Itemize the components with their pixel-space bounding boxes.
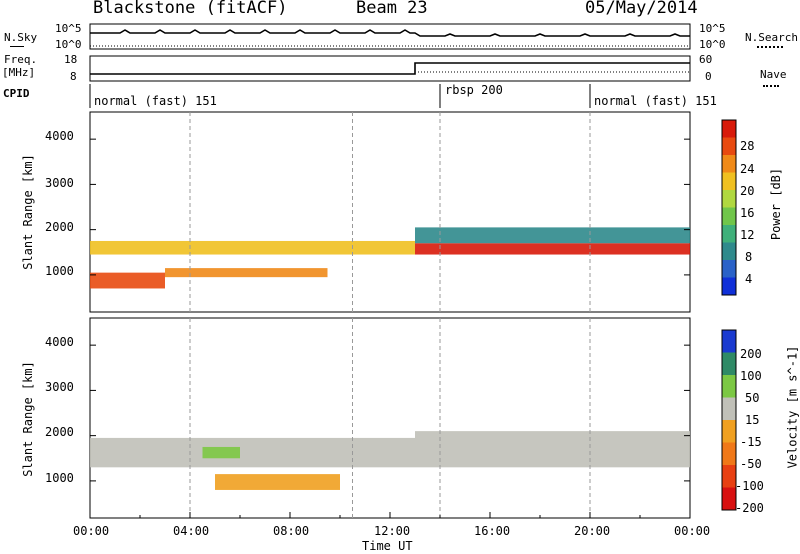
power-colorbar-cell [722, 277, 736, 296]
velocity-ytick-2000: 2000 [45, 425, 74, 439]
velocity-colorbar-cell [722, 352, 736, 376]
nsky-tick-bottom: 10^0 [55, 38, 82, 51]
velocity-cb-tick-neg100: -100 [735, 479, 764, 493]
freq-label: Freq. [4, 53, 38, 66]
velocity-ytick-4000: 4000 [45, 335, 74, 349]
cpid-segment-3: normal (fast) 151 [594, 94, 717, 108]
xtick-1200: 12:00 [374, 524, 411, 538]
velocity-panel-frame [89, 317, 691, 519]
power-ytick-3000: 3000 [45, 176, 74, 190]
power-colorbar-cell [722, 172, 736, 191]
power-band [415, 243, 690, 255]
freq-tick-bottom: 8 [70, 70, 77, 83]
xtick-0800: 08:00 [273, 524, 310, 538]
freq-trace [90, 62, 690, 75]
velocity-band [202, 446, 240, 459]
velocity-colorbar [721, 329, 737, 511]
nsky-legend-line [10, 46, 24, 47]
velocity-colorbar-cell [722, 442, 736, 466]
xtick-0000: 00:00 [73, 524, 110, 538]
power-cb-tick-20: 20 [740, 184, 755, 198]
power-cb-tick-4: 4 [745, 272, 753, 286]
cpid-label: CPID [3, 87, 30, 100]
power-colorbar-label: Power [dB] [769, 167, 784, 241]
velocity-cb-tick-neg200: -200 [735, 501, 764, 515]
power-ytick-4000: 4000 [45, 129, 74, 143]
power-ylabel: Slant Range [km] [20, 154, 35, 270]
velocity-cb-tick-50: 50 [745, 391, 760, 405]
velocity-cb-tick-neg50: -50 [740, 457, 762, 471]
nsky-tick-top: 10^5 [55, 22, 82, 35]
velocity-cb-tick-neg15: -15 [740, 435, 762, 449]
cpid-segment-2: rbsp 200 [445, 83, 503, 97]
power-colorbar-cell [722, 242, 736, 261]
velocity-band [90, 437, 415, 468]
power-colorbar [721, 119, 737, 296]
velocity-ylabel: Slant Range [km] [20, 361, 35, 477]
power-colorbar-cell [722, 137, 736, 156]
xtick-2400: 00:00 [674, 524, 711, 538]
nsky-label: N.Sky [4, 31, 38, 44]
nsearch-tick-bottom: 10^0 [699, 38, 726, 51]
power-cb-tick-24: 24 [740, 162, 755, 176]
velocity-colorbar-cell [722, 487, 736, 511]
power-colorbar-cell [722, 207, 736, 226]
velocity-colorbar-cell [722, 330, 736, 353]
power-cb-tick-28: 28 [740, 139, 755, 153]
xtick-0400: 04:00 [173, 524, 210, 538]
freq-tick-top: 18 [64, 53, 78, 66]
power-panel-frame [89, 111, 691, 313]
velocity-colorbar-cell [722, 465, 736, 488]
nave-legend-line [763, 85, 779, 87]
power-cb-tick-16: 16 [740, 206, 755, 220]
velocity-cb-tick-200: 200 [740, 347, 762, 361]
velocity-colorbar-cell [722, 420, 736, 443]
power-colorbar-cell [722, 260, 736, 278]
freq-unit-label: [MHz] [2, 66, 36, 79]
power-cb-tick-8: 8 [745, 250, 753, 264]
velocity-cb-tick-100: 100 [740, 369, 762, 383]
power-colorbar-cell [722, 225, 736, 243]
power-colorbar-cell [722, 155, 736, 173]
velocity-cb-tick-15: 15 [745, 413, 760, 427]
velocity-ytick-1000: 1000 [45, 471, 74, 485]
power-colorbar-cell [722, 120, 736, 138]
xaxis-label: Time UT [362, 539, 413, 553]
velocity-ytick-3000: 3000 [45, 380, 74, 394]
power-colorbar-cell [722, 190, 736, 208]
date-label: 05/May/2014 [585, 0, 698, 18]
nsearch-legend-line [757, 46, 783, 48]
nsky-trace [90, 29, 690, 37]
power-band [90, 272, 165, 289]
cpid-segment-1: normal (fast) 151 [94, 94, 217, 108]
velocity-colorbar-cell [722, 375, 736, 398]
nsearch-tick-top: 10^5 [699, 22, 726, 35]
nsearch-label: N.Search [745, 31, 798, 44]
power-band [90, 240, 415, 255]
nave-tick-bottom: 0 [705, 70, 712, 83]
xtick-2000: 20:00 [574, 524, 611, 538]
velocity-band [215, 474, 340, 490]
velocity-colorbar-cell [722, 397, 736, 421]
nave-tick-top: 60 [699, 53, 713, 66]
velocity-colorbar-label: Velocity [m s^-1] [785, 345, 800, 469]
radar-title: Blackstone (fitACF) [93, 0, 288, 18]
nave-label: Nave [760, 68, 787, 81]
power-ytick-1000: 1000 [45, 264, 74, 278]
power-band [415, 227, 690, 244]
power-band [165, 268, 328, 278]
xtick-1600: 16:00 [474, 524, 511, 538]
power-cb-tick-12: 12 [740, 228, 755, 242]
power-ytick-2000: 2000 [45, 220, 74, 234]
freq-panel [89, 55, 691, 82]
beam-label: Beam 23 [356, 0, 428, 18]
velocity-band [415, 431, 690, 468]
